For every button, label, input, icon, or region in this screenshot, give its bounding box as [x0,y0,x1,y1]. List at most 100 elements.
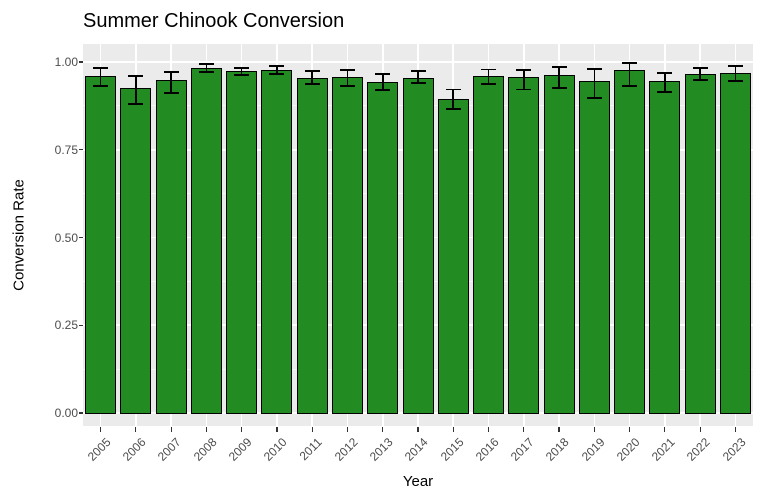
error-bar-line [558,66,560,88]
y-axis-title: Conversion Rate [10,179,28,291]
error-bar-cap-top [375,73,391,75]
error-bar-cap-top [163,71,179,73]
error-bar-cap-bottom [692,79,708,81]
error-bar-cap-bottom [198,71,214,73]
x-tick-label: 2013 [366,435,396,464]
error-bar-cap-top [481,68,497,71]
x-tick-mark [417,427,419,432]
bar [120,88,152,414]
error-bar-cap-bottom [551,87,567,89]
error-bar-line [628,63,631,87]
bar [578,80,610,414]
error-bar-cap-bottom [445,108,461,110]
error-bar-line [699,67,701,80]
error-bar-cap-top [445,88,461,91]
error-bar-line [381,73,384,91]
plot-panel [83,44,753,426]
error-bar-line [664,72,666,93]
error-bar-cap-bottom [163,92,179,94]
error-bar-cap-top [269,65,285,67]
x-tick-mark [205,427,207,432]
y-tick-label: 0.25 [54,318,78,333]
x-tick-label: 2022 [684,435,714,464]
bar [402,77,434,414]
error-bar-cap-bottom [234,74,250,76]
x-tick-label: 2007 [155,435,185,464]
error-bar-cap-top [198,63,214,65]
error-bar-cap-top [657,72,673,74]
error-bar-line [734,65,737,81]
error-bar-cap-bottom [586,97,602,99]
x-tick-label: 2016 [472,435,502,464]
bar [473,75,505,414]
error-bar-cap-bottom [481,83,497,85]
y-tick-label: 0.75 [54,142,78,157]
bar [296,77,328,414]
error-bar-cap-bottom [128,102,144,105]
x-tick-label: 2009 [225,435,255,464]
error-bar-line [522,70,525,90]
x-tick-label: 2018 [543,435,572,464]
y-tick-label: 0.50 [54,230,78,245]
error-bar-cap-bottom [93,85,109,87]
bar [614,70,646,414]
error-bar-line [170,72,172,93]
x-tick-label: 2014 [402,435,431,464]
bar [261,70,293,414]
x-tick-mark [628,427,631,432]
x-tick-mark [100,427,102,432]
x-tick-mark [452,427,454,432]
error-bar-line [205,64,208,72]
bar [437,98,469,414]
error-bar-line [417,71,419,84]
error-bar-cap-top [586,68,602,70]
error-bar-line [311,71,313,84]
x-tick-label: 2020 [613,435,643,464]
x-tick-label: 2006 [120,435,149,464]
x-tick-mark [734,427,736,432]
error-bar-line [487,69,490,85]
error-bar-cap-top [727,65,743,67]
error-bar-cap-top [692,67,708,69]
error-bar-line [240,67,243,75]
bar [190,68,222,414]
x-tick-mark [170,427,172,432]
bar [543,75,575,414]
x-tick-mark [346,427,349,432]
bar [226,71,258,414]
error-bar-cap-bottom [657,91,673,93]
error-bar-line [99,67,102,86]
x-tick-mark [593,427,595,432]
x-tick-label: 2021 [648,435,678,464]
x-tick-mark [135,427,137,432]
bar [367,82,399,414]
y-tick-label: 1.00 [54,55,78,69]
x-tick-label: 2011 [296,435,326,464]
x-tick-label: 2005 [84,435,114,464]
error-bar-cap-bottom [375,89,391,91]
error-bar-cap-bottom [410,82,426,84]
error-bar-cap-top [622,62,638,64]
x-tick-label: 2012 [331,435,361,464]
bar [719,72,751,414]
x-tick-mark [664,427,666,432]
error-bar-cap-top [128,75,144,77]
x-tick-label: 2008 [190,435,220,464]
error-bar-cap-top [551,66,567,68]
error-bar-cap-bottom [339,85,355,87]
x-axis-title: Year [402,473,434,490]
error-bar-cap-bottom [269,73,285,75]
error-bar-cap-bottom [727,80,743,82]
y-tick-label: 0.00 [54,406,78,420]
x-tick-label: 2017 [507,435,537,464]
x-tick-mark [523,427,525,432]
error-bar-cap-top [93,67,109,69]
x-tick-mark [487,427,490,432]
chart-title: Summer Chinook Conversion [83,10,345,32]
x-tick-mark [276,427,278,432]
x-tick-mark [241,427,243,432]
error-bar-line [593,69,596,98]
x-tick-mark [558,427,560,432]
error-bar-cap-top [339,69,355,71]
